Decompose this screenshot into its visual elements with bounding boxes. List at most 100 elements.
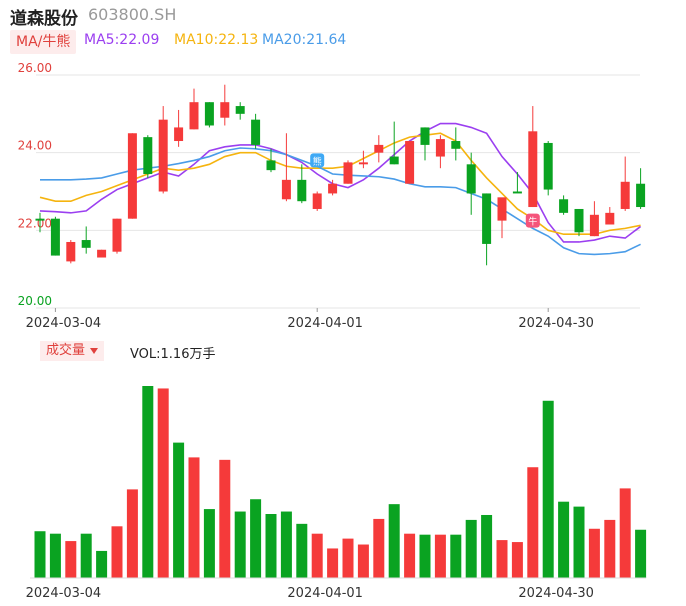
candle-body [204,102,214,126]
ma5-legend: MA5:22.09 [84,32,160,48]
volume-value: VOL:1.16万手 [130,347,216,362]
volume-bar [111,526,123,578]
candle-body [636,183,646,208]
volume-bar [234,511,246,578]
price-date-axis: 2024-03-04 2024-04-01 2024-04-30 [26,308,594,331]
ma5-line [39,122,642,243]
candle-body [559,199,569,213]
candle-body [235,106,245,114]
candle-body [389,156,399,165]
volume-bar [404,533,416,578]
volume-bar [188,457,200,578]
volume-indicator-label: 成交量 [46,343,86,358]
volume-bar [96,550,108,578]
volume-bar [80,533,92,578]
ma20-line [40,147,641,256]
candle-body [512,191,522,194]
volume-bar [126,489,138,578]
volume-bar [219,459,231,578]
caret-down-icon [90,347,99,354]
candle-body [466,164,476,194]
candle-body [158,119,168,192]
volume-bar [142,386,154,578]
candle-body [35,218,45,221]
candle-body [312,193,322,209]
volume-bar [588,528,600,578]
candle-body [374,144,384,153]
x-tick-label: 2024-04-01 [287,316,363,331]
volume-bar [49,533,61,578]
candle-body [543,142,553,190]
x-tick-label: 2024-04-01 [287,586,363,601]
candle-body [482,193,492,244]
candle-body [405,141,415,184]
candle-body [620,181,630,209]
volume-bar [311,533,323,578]
volume-indicator-selector[interactable]: 成交量 [40,341,105,361]
volume-bar [542,400,554,578]
x-tick-label: 2024-03-04 [26,586,102,601]
volume-bar [465,519,477,578]
x-tick-label: 2024-03-04 [26,316,102,331]
candle-body [605,212,615,225]
candle-body [297,179,307,202]
volume-bar [527,467,539,578]
stock-name: 道森股份 [10,9,78,29]
x-tick-label: 2024-04-30 [518,316,594,331]
volume-bar [604,519,616,578]
candle-body [81,240,91,248]
volume-bar [34,531,46,578]
volume-bar [419,534,431,578]
candle-body [143,137,153,175]
volume-bar [373,518,385,578]
candle-body [281,179,291,200]
candle-body [189,102,199,130]
volume-bar [496,540,508,578]
price-grid [36,74,640,309]
volume-bar [573,506,585,578]
ma-lines [39,122,642,256]
bear-marker-label: 熊 [313,155,322,167]
volume-bar [157,388,169,578]
ma20-legend: MA20:21.64 [262,32,347,48]
volume-bar [327,548,339,578]
volume-bar [388,504,400,578]
candle-body [435,139,445,157]
volume-bar [619,488,631,578]
candle-body [528,131,538,208]
candle-body [266,160,276,171]
y-tick-label: 26.00 [18,61,52,75]
candle-body [589,214,599,237]
volume-date-axis: 2024-03-04 2024-04-01 2024-04-30 [26,586,594,601]
y-tick-label: 22.00 [18,216,52,230]
volume-bar [434,534,446,578]
candle-body [112,218,122,252]
candle-body [97,249,107,258]
volume-bar [635,529,647,578]
candle-body [451,141,461,149]
volume-bars [30,386,647,579]
volume-bar [342,538,354,578]
ma-indicator-selector[interactable]: MA/牛熊 [10,30,77,54]
candle-body [174,127,184,142]
signal-markers: 熊牛 [310,153,540,228]
candlesticks [35,84,646,266]
volume-bar [296,523,308,578]
y-tick-label: 20.00 [18,294,52,308]
volume-bar [173,442,185,578]
candle-body [497,197,507,221]
volume-bar [357,544,369,578]
ma10-legend: MA10:22.13 [174,32,259,48]
stock-code: 603800.SH [88,5,177,24]
candle-body [50,218,60,256]
volume-bar [203,509,215,578]
volume-bar [280,511,292,578]
candle-body [574,208,584,233]
candle-body [420,127,430,145]
bull-marker-icon [525,213,540,228]
candle-body [220,102,230,118]
volume-bar [481,514,493,578]
y-tick-label: 24.00 [18,139,52,153]
volume-bar [511,542,523,578]
